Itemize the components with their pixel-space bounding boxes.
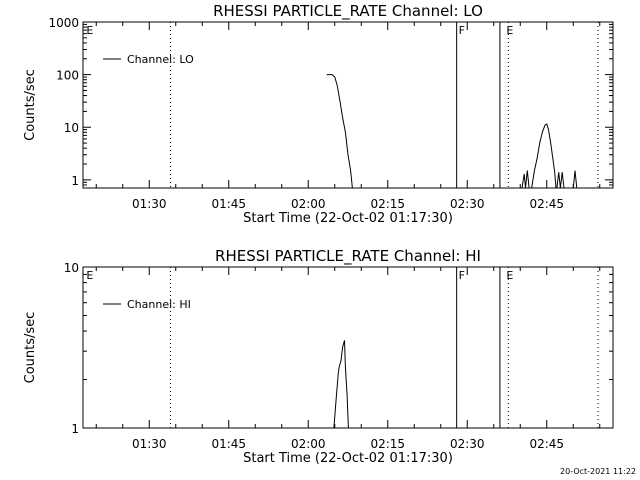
y-axis-label: Counts/sec bbox=[23, 69, 38, 141]
timestamp: 20-Oct-2021 11:22 bbox=[560, 467, 636, 476]
event-label: F bbox=[459, 269, 465, 282]
y-tick-label: 10 bbox=[64, 261, 79, 275]
series-line bbox=[521, 170, 530, 188]
x-tick-label: 02:15 bbox=[370, 437, 405, 451]
series-line bbox=[531, 123, 557, 188]
chart-panel-lo: RHESSI PARTICLE_RATE Channel: LO Start T… bbox=[23, 2, 614, 226]
y-tick-label: 100 bbox=[56, 69, 79, 83]
x-axis-label: Start Time (22-Oct-02 01:17:30) bbox=[243, 211, 453, 226]
event-label: E bbox=[506, 269, 513, 282]
x-tick-label: 01:45 bbox=[211, 437, 246, 451]
event-label: E bbox=[506, 24, 513, 37]
event-label: F bbox=[459, 24, 465, 37]
x-axis-label: Start Time (22-Oct-02 01:17:30) bbox=[243, 451, 453, 466]
event-label: E bbox=[86, 269, 93, 282]
y-tick-label: 1 bbox=[71, 174, 79, 188]
y-tick-label: 10 bbox=[64, 121, 79, 135]
x-tick-label: 02:45 bbox=[529, 437, 564, 451]
x-tick-label: 02:00 bbox=[291, 197, 326, 211]
x-tick-label: 02:30 bbox=[450, 197, 485, 211]
y-tick-label: 1 bbox=[71, 422, 79, 436]
chart-title: RHESSI PARTICLE_RATE Channel: LO bbox=[213, 2, 483, 21]
x-tick-label: 01:45 bbox=[211, 197, 246, 211]
series-line bbox=[326, 74, 353, 188]
series-line bbox=[556, 172, 565, 188]
chart-title: RHESSI PARTICLE_RATE Channel: HI bbox=[215, 247, 481, 266]
y-tick-label: 1000 bbox=[48, 16, 79, 30]
chart-panel-hi: RHESSI PARTICLE_RATE Channel: HI Start T… bbox=[23, 247, 614, 466]
series-line bbox=[572, 170, 578, 188]
x-tick-label: 02:15 bbox=[370, 197, 405, 211]
y-axis-label: Counts/sec bbox=[23, 312, 38, 384]
x-tick-label: 02:30 bbox=[450, 437, 485, 451]
x-tick-label: 01:30 bbox=[132, 437, 167, 451]
event-label: E bbox=[86, 24, 93, 37]
series-line bbox=[333, 340, 349, 428]
x-tick-label: 02:00 bbox=[291, 437, 326, 451]
legend-label: Channel: HI bbox=[127, 298, 191, 311]
plot-frame bbox=[82, 21, 614, 189]
plot-frame bbox=[82, 266, 614, 429]
x-tick-label: 02:45 bbox=[529, 197, 564, 211]
legend-label: Channel: LO bbox=[127, 53, 194, 66]
x-tick-label: 01:30 bbox=[132, 197, 167, 211]
